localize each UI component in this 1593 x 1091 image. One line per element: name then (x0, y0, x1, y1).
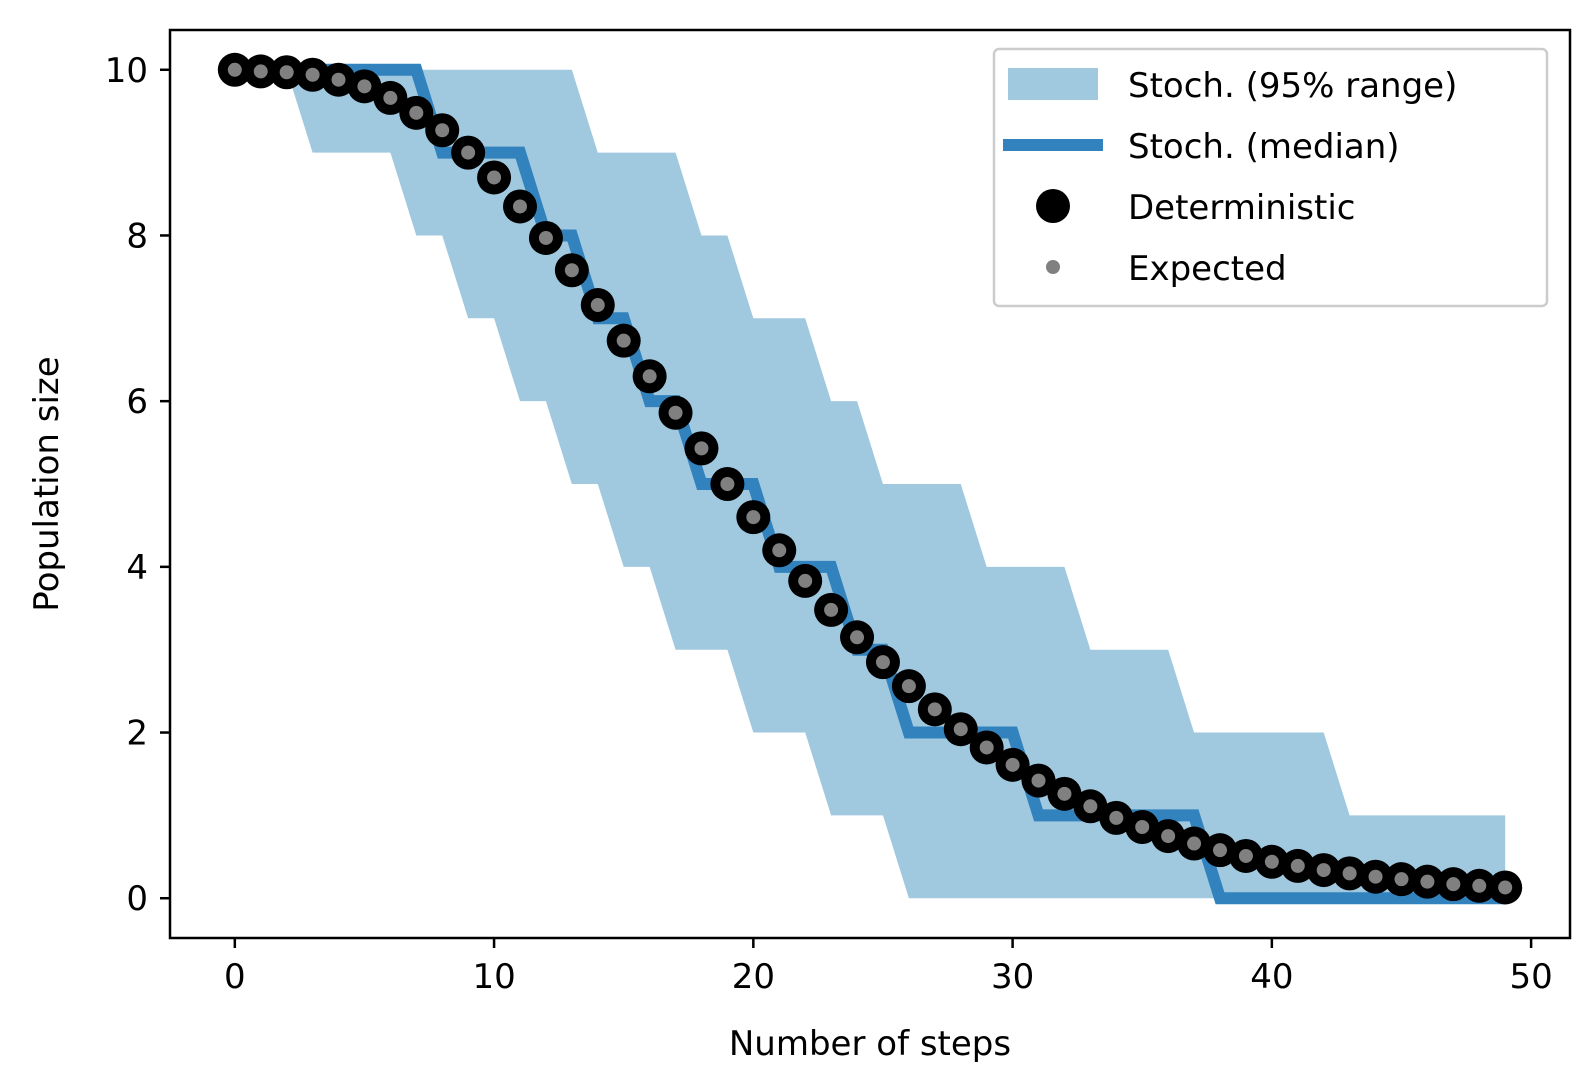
legend: Stoch. (95% range) Stoch. (median) Deter… (992, 47, 1549, 308)
expected-point (1187, 836, 1202, 851)
x-tick-label: 50 (1509, 957, 1552, 997)
expected-point (435, 123, 450, 138)
expected-point (1135, 819, 1150, 834)
expected-point (1368, 869, 1383, 884)
expected-point (305, 67, 320, 82)
y-tick-label: 10 (105, 51, 148, 91)
expected-point (487, 170, 502, 185)
legend-expected-swatch (1046, 260, 1060, 274)
legend-label-band: Stoch. (95% range) (1128, 66, 1457, 106)
expected-point (1420, 874, 1435, 889)
expected-point (279, 65, 294, 80)
x-tick-label: 40 (1250, 957, 1293, 997)
confidence-band-layer (286, 69, 1506, 899)
expected-point (1498, 880, 1513, 895)
expected-point (642, 369, 657, 384)
expected-point (979, 740, 994, 755)
expected-point (824, 602, 839, 617)
expected-point (1031, 773, 1046, 788)
expected-point (461, 145, 476, 160)
expected-point (1057, 786, 1072, 801)
expected-point (564, 263, 579, 278)
expected-point (668, 405, 683, 420)
expected-point (1394, 872, 1409, 887)
x-tick-label: 30 (991, 957, 1034, 997)
expected-point (875, 655, 890, 670)
x-axis-label: Number of steps (729, 1024, 1011, 1064)
plot-content (217, 52, 1523, 905)
expected-point (383, 90, 398, 105)
legend-label-median: Stoch. (median) (1128, 127, 1400, 167)
x-tick-label: 10 (472, 957, 515, 997)
legend-band-swatch (1008, 68, 1098, 100)
legend-label-expected: Expected (1128, 249, 1287, 289)
expected-point (590, 298, 605, 313)
y-tick-label: 8 (126, 216, 148, 256)
expected-point (1446, 877, 1461, 892)
y-tick-label: 2 (126, 714, 148, 754)
y-tick-label: 0 (126, 879, 148, 919)
expected-point (1109, 810, 1124, 825)
expected-point (1342, 866, 1357, 881)
legend-label-deterministic: Deterministic (1128, 188, 1355, 228)
expected-point (953, 722, 968, 737)
expected-point (1316, 863, 1331, 878)
expected-point (1264, 854, 1279, 869)
expected-point (772, 543, 787, 558)
y-axis: 0 2 4 6 8 10 (105, 51, 170, 919)
expected-point (513, 199, 527, 214)
expected-point (227, 62, 242, 77)
expected-markers-layer (227, 62, 1513, 895)
expected-point (357, 79, 372, 94)
expected-point (1238, 848, 1253, 863)
expected-point (1083, 799, 1098, 814)
expected-point (331, 72, 346, 87)
expected-point (253, 64, 268, 79)
x-axis: 0 10 20 30 40 50 (224, 938, 1553, 997)
y-tick-label: 4 (126, 548, 148, 588)
expected-point (1472, 878, 1487, 893)
expected-point (720, 477, 735, 491)
expected-point (694, 441, 709, 456)
expected-point (1213, 843, 1227, 858)
expected-point (927, 702, 942, 717)
legend-deterministic-swatch (1036, 189, 1070, 223)
expected-point (1161, 829, 1176, 844)
x-tick-label: 20 (732, 957, 775, 997)
x-tick-label: 0 (224, 957, 246, 997)
expected-point (409, 105, 424, 120)
expected-point (901, 679, 916, 694)
expected-point (746, 510, 761, 525)
expected-point (1290, 858, 1305, 873)
legend-box (992, 47, 1549, 308)
median-line (234, 63, 1506, 905)
y-tick-label: 6 (126, 382, 148, 422)
expected-point (1005, 757, 1020, 772)
median-line-layer (234, 63, 1506, 905)
confidence-band-area (286, 69, 1506, 899)
y-axis-label: Population size (27, 356, 67, 611)
expected-point (850, 630, 865, 645)
expected-point (538, 230, 553, 245)
plot-frame (168, 28, 1572, 940)
expected-point (616, 333, 631, 348)
expected-point (798, 573, 813, 588)
